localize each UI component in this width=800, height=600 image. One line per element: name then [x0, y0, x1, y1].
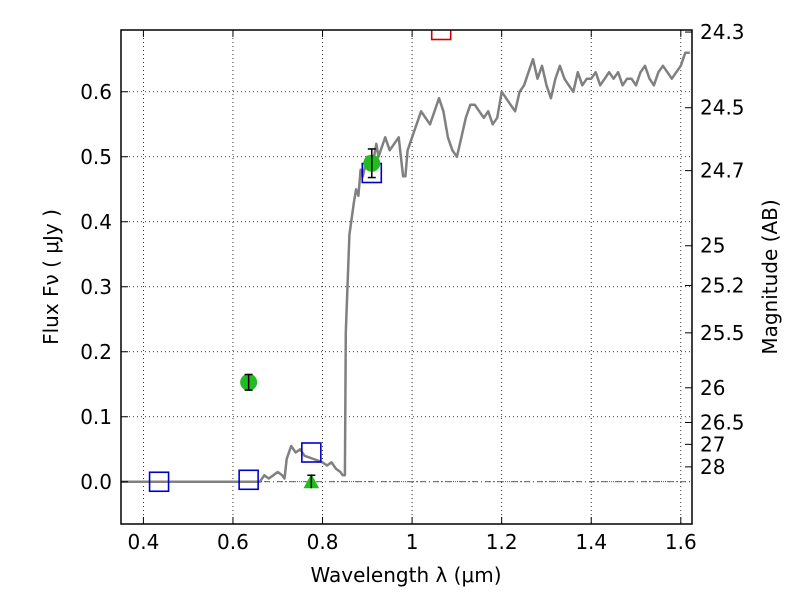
y-tick-label: 0.5 — [80, 145, 112, 169]
y-tick-label: 0.4 — [80, 210, 112, 234]
x-tick-label: 1.4 — [575, 530, 607, 554]
magnitude-tick-label: 26 — [700, 376, 725, 400]
magnitude-tick-label: 24.3 — [700, 20, 745, 44]
magnitude-tick-label: 24.7 — [700, 159, 745, 183]
y-tick-label: 0.0 — [80, 470, 112, 494]
y-tick-label: 0.2 — [80, 340, 112, 364]
x-axis-label: Wavelength λ (μm) — [310, 563, 501, 587]
magnitude-tick-label: 24.5 — [700, 96, 745, 120]
model-flux-square — [148, 471, 170, 493]
plot-frame — [120, 29, 693, 525]
x-tick-label: 1.2 — [486, 530, 518, 554]
x-tick-label: 0.6 — [217, 530, 249, 554]
x-axis-ticks: 0.4 0.6 0.8 1 1.2 1.4 1.6 — [127, 30, 697, 554]
magnitude-tick-label: 25.5 — [700, 321, 745, 345]
photometry-markers — [148, 148, 383, 493]
data-series — [121, 30, 690, 484]
magnitude-tick-label: 26.5 — [700, 410, 745, 434]
model-spectrum-line — [121, 51, 690, 484]
y-tick-label: 0.1 — [80, 405, 112, 429]
x-tick-label: 0.8 — [307, 530, 339, 554]
y-tick-label: 0.6 — [80, 80, 112, 104]
magnitude-tick-label: 28 — [700, 455, 725, 479]
magnitude-tick-label: 25.2 — [700, 273, 745, 297]
y-axis-ticks: 0.0 0.1 0.2 0.3 0.4 0.5 0.6 — [80, 80, 128, 494]
model-flux-square — [430, 30, 452, 41]
y-axis-label: Flux Fν ( μJy ) — [39, 209, 63, 345]
x-tick-label: 1 — [406, 530, 419, 554]
magnitude-axis-label: Magnitude (AB) — [758, 199, 782, 354]
magnitude-tick-label: 27 — [700, 432, 725, 456]
plot-background — [121, 30, 692, 524]
x-tick-label: 0.4 — [127, 530, 159, 554]
model-flux-square — [301, 442, 322, 463]
y-tick-label: 0.3 — [80, 275, 112, 299]
magnitude-tick-label: 25 — [700, 234, 725, 258]
model-flux-square — [238, 469, 259, 491]
x-tick-label: 1.6 — [665, 530, 697, 554]
